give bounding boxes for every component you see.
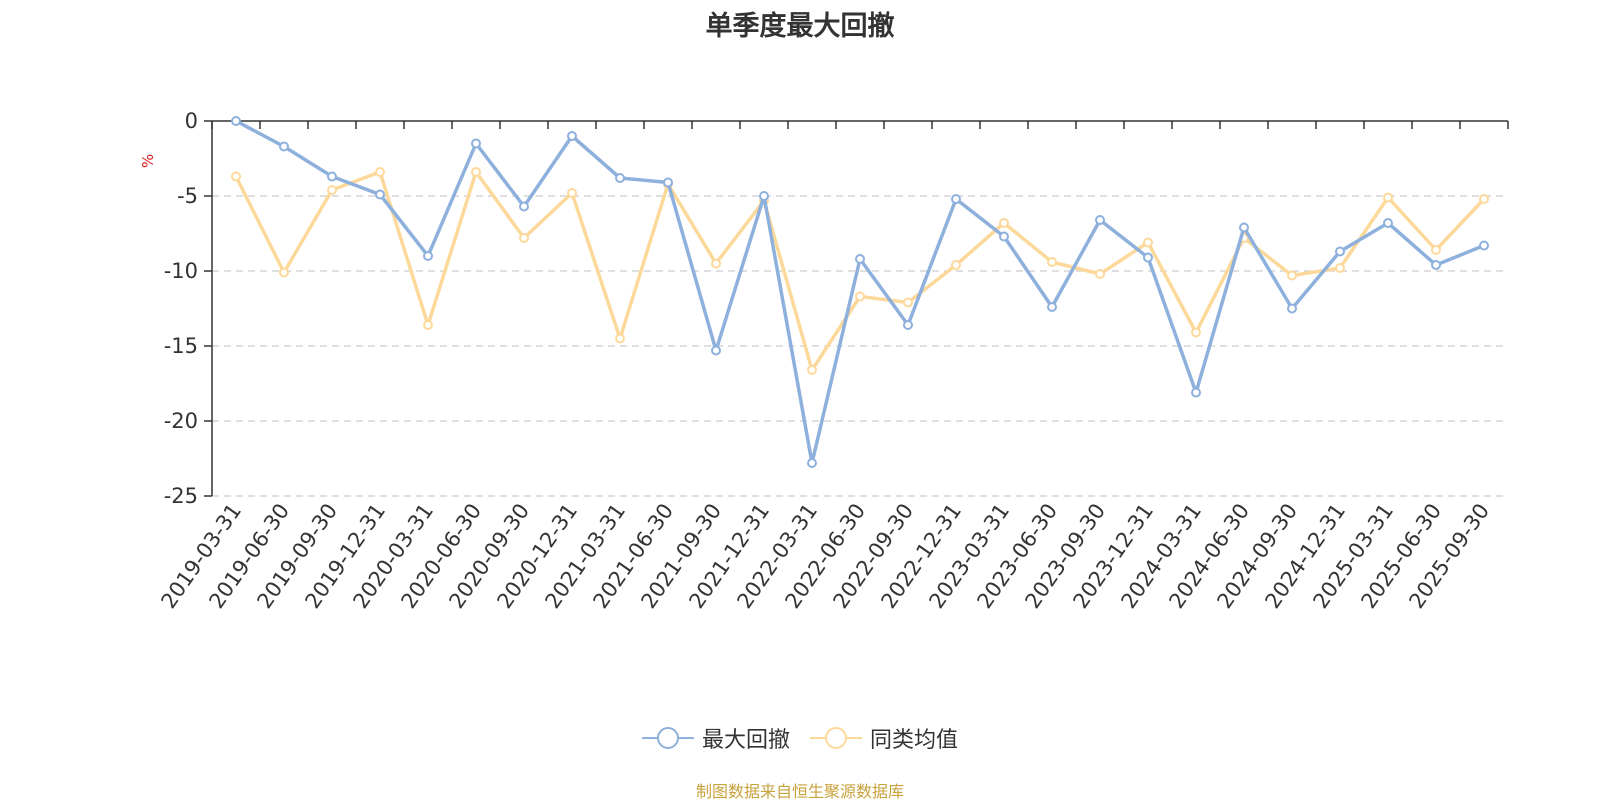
data-point [567, 131, 577, 141]
legend-label: 同类均值 [870, 728, 959, 753]
data-point [711, 345, 721, 356]
data-point [711, 258, 721, 269]
data-point [279, 267, 289, 278]
data-point [903, 320, 913, 330]
data-point [375, 189, 385, 200]
data-point [615, 173, 625, 183]
data-point [567, 188, 577, 198]
data-point [807, 458, 817, 468]
data-point [519, 201, 529, 212]
data-point [1383, 218, 1393, 228]
data-point [1143, 252, 1153, 263]
chart-title: 单季度最大回撤 [705, 11, 895, 42]
data-point [327, 185, 337, 195]
axes [204, 120, 1509, 497]
data-point [1335, 246, 1345, 257]
data-point [1239, 222, 1249, 233]
data-point [951, 260, 961, 270]
series-peer-average [231, 167, 1489, 375]
data-point [231, 116, 241, 126]
grid-lines [212, 195, 1508, 497]
legend: 最大回撤 同类均值 [0, 720, 1600, 756]
legend-item-max-drawdown[interactable]: 最大回撤 [641, 722, 790, 754]
data-point [423, 320, 433, 330]
data-point [1479, 194, 1489, 204]
data-point [903, 297, 913, 308]
data-point [327, 171, 337, 182]
y-tick-label: -25 [164, 484, 198, 508]
data-point [423, 251, 433, 261]
data-point [855, 291, 865, 302]
data-point [999, 218, 1009, 228]
data-point [231, 171, 241, 182]
legend-label: 最大回撤 [701, 728, 790, 753]
data-point [1479, 240, 1489, 251]
data-point [615, 333, 625, 344]
data-point [663, 177, 673, 188]
y-tick-label: 0 [185, 109, 198, 133]
data-point [471, 167, 481, 177]
y-tick-label: -10 [164, 259, 198, 283]
data-point [1431, 245, 1441, 255]
data-point [471, 138, 481, 149]
legend-line-circle-icon [810, 727, 862, 749]
series [231, 116, 1489, 468]
data-point [1143, 237, 1153, 248]
data-point [375, 167, 385, 177]
data-point [855, 254, 865, 264]
data-point [999, 231, 1009, 242]
data-point [519, 233, 529, 243]
y-tick-label: -5 [177, 184, 198, 208]
data-point [1287, 270, 1297, 281]
legend-item-peer-average[interactable]: 同类均值 [810, 722, 958, 754]
data-point [1047, 257, 1057, 267]
legend-line-circle-icon [641, 727, 694, 749]
data-point [1431, 260, 1441, 270]
data-point [1191, 387, 1201, 398]
data-point [951, 194, 961, 204]
data-point [1095, 215, 1105, 225]
data-point [807, 365, 817, 375]
source-note: 制图数据来自恒生聚源数据库 [695, 782, 904, 801]
data-point [1287, 303, 1297, 314]
y-axis-unit-label: % [139, 154, 157, 168]
data-point [1191, 327, 1201, 338]
data-point [759, 191, 769, 201]
data-point [1095, 269, 1105, 279]
data-point [279, 141, 289, 152]
y-tick-label: -15 [164, 334, 198, 358]
data-point [1335, 263, 1345, 273]
data-point [1047, 302, 1057, 312]
series-max-drawdown [231, 116, 1489, 468]
y-tick-label: -20 [164, 409, 198, 433]
data-point [1383, 192, 1393, 203]
